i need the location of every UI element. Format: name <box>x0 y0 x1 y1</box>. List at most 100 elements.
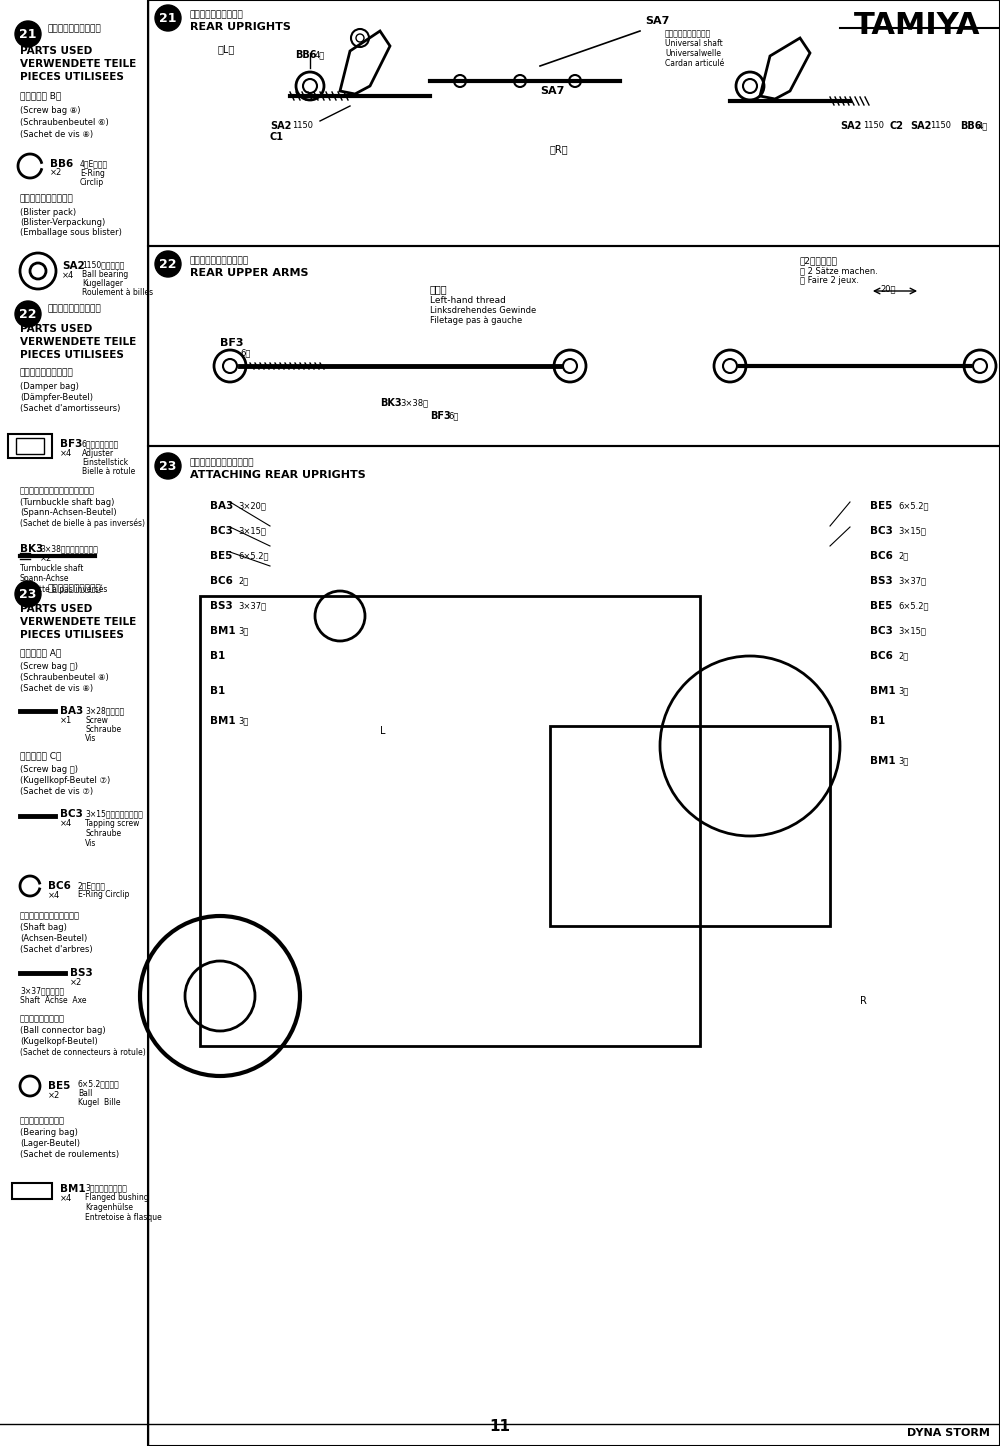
Text: (Kugelkopf-Beutel): (Kugelkopf-Beutel) <box>20 1037 98 1045</box>
Text: R: R <box>860 996 867 1006</box>
Text: (Emballage sous blister): (Emballage sous blister) <box>20 228 122 237</box>
Text: E-Ring Circlip: E-Ring Circlip <box>78 889 129 899</box>
Text: 3×15㎜: 3×15㎜ <box>898 626 926 635</box>
Text: (Turnbuckle shaft bag): (Turnbuckle shaft bag) <box>20 497 114 508</box>
Text: 21: 21 <box>159 12 177 25</box>
Text: Roulement à billes: Roulement à billes <box>82 288 153 296</box>
Text: PARTS USED
VERWENDETE TEILE
PIECES UTILISEES: PARTS USED VERWENDETE TEILE PIECES UTILI… <box>20 324 136 360</box>
Text: 2㎜: 2㎜ <box>238 576 248 586</box>
Text: Kugel  Bille: Kugel Bille <box>78 1098 120 1108</box>
Text: Entretoise à flasque: Entretoise à flasque <box>85 1213 162 1222</box>
Text: Circlip: Circlip <box>80 178 104 187</box>
Text: Left-hand thread: Left-hand thread <box>430 296 506 305</box>
Bar <box>148 445 1000 1446</box>
Text: Bielette à pas inversés: Bielette à pas inversés <box>20 584 107 593</box>
Text: BF3: BF3 <box>220 338 244 348</box>
Text: (Shaft bag): (Shaft bag) <box>20 923 67 933</box>
Text: 4㎜: 4㎜ <box>978 121 988 130</box>
Text: Cardan articulé: Cardan articulé <box>665 59 724 68</box>
Text: REAR UPPER ARMS: REAR UPPER ARMS <box>190 268 308 278</box>
Text: Screw: Screw <box>85 716 108 724</box>
Bar <box>16 438 44 454</box>
Text: ＊2個作ります: ＊2個作ります <box>800 256 838 265</box>
Text: (Sachet de vis ⑧): (Sachet de vis ⑧) <box>20 130 93 139</box>
Text: BC6: BC6 <box>870 651 893 661</box>
Text: ×4: ×4 <box>60 818 72 829</box>
Text: (Bearing bag): (Bearing bag) <box>20 1128 78 1137</box>
Text: BK3: BK3 <box>380 398 402 408</box>
Circle shape <box>15 581 41 607</box>
Text: (Sachet de connecteurs à rotule): (Sachet de connecteurs à rotule) <box>20 1048 146 1057</box>
Text: 逆ネジ: 逆ネジ <box>430 283 448 294</box>
Text: BB6: BB6 <box>50 159 73 169</box>
Text: Filetage pas à gauche: Filetage pas à gauche <box>430 317 522 325</box>
Text: 2㎜: 2㎜ <box>898 651 908 659</box>
Text: 2㎜: 2㎜ <box>898 551 908 560</box>
Text: BE5: BE5 <box>870 500 892 510</box>
Text: BC3: BC3 <box>60 808 83 818</box>
Text: (Sachet d'arbres): (Sachet d'arbres) <box>20 946 93 954</box>
Bar <box>8 434 52 458</box>
Text: 3×15㎜: 3×15㎜ <box>238 526 266 535</box>
Text: 1150: 1150 <box>292 121 313 130</box>
Text: 22: 22 <box>19 308 37 321</box>
Text: 3×37㎜: 3×37㎜ <box>238 602 266 610</box>
Bar <box>12 1183 52 1199</box>
Text: (Screw bag ⑧): (Screw bag ⑧) <box>20 106 80 116</box>
Text: TAMIYA: TAMIYA <box>854 12 980 40</box>
Text: L: L <box>380 726 386 736</box>
Text: BC6: BC6 <box>48 881 71 891</box>
Text: (Sachet d'amortisseurs): (Sachet d'amortisseurs) <box>20 403 120 414</box>
Text: BM1: BM1 <box>60 1184 86 1194</box>
Text: 3×38㎜: 3×38㎜ <box>400 398 428 406</box>
Text: 6㎜アジャスター: 6㎜アジャスター <box>82 440 119 448</box>
Text: E-Ring: E-Ring <box>80 169 105 178</box>
Text: ×2: ×2 <box>70 977 82 988</box>
Text: PARTS USED
VERWENDETE TEILE
PIECES UTILISEES: PARTS USED VERWENDETE TEILE PIECES UTILI… <box>20 604 136 641</box>
Text: BE5: BE5 <box>48 1082 70 1090</box>
Text: B1: B1 <box>210 651 225 661</box>
Circle shape <box>15 301 41 327</box>
Text: (Blister pack): (Blister pack) <box>20 208 76 217</box>
Text: Universal shaft: Universal shaft <box>665 39 723 48</box>
Text: (Dämpfer-Beutel): (Dämpfer-Beutel) <box>20 393 93 402</box>
Text: SA2: SA2 <box>270 121 291 132</box>
Text: BC3: BC3 <box>870 626 893 636</box>
Text: 3×28㎜丸ビス: 3×28㎜丸ビス <box>85 706 124 714</box>
Text: (Sachet de vis ⑦): (Sachet de vis ⑦) <box>20 787 93 795</box>
Text: 1150: 1150 <box>930 121 951 130</box>
Text: Bielle à rotule: Bielle à rotule <box>82 467 135 476</box>
Text: ×2: ×2 <box>40 554 52 562</box>
Text: (Sachet de vis ⑧): (Sachet de vis ⑧) <box>20 684 93 693</box>
Text: Turnbuckle shaft: Turnbuckle shaft <box>20 564 83 573</box>
Text: 「リヤドライブシャフト」: 「リヤドライブシャフト」 <box>190 458 254 467</box>
Text: B1: B1 <box>210 685 225 696</box>
Text: 3×37㎜: 3×37㎜ <box>898 576 926 586</box>
Text: 6×5.2㎜: 6×5.2㎜ <box>898 500 928 510</box>
Text: BA3: BA3 <box>210 500 233 510</box>
Text: BM1: BM1 <box>210 716 236 726</box>
Text: (Screw bag ⓐ): (Screw bag ⓐ) <box>20 662 78 671</box>
Text: BS3: BS3 <box>70 967 93 977</box>
Text: 4㎜: 4㎜ <box>315 51 325 59</box>
Text: BC6: BC6 <box>870 551 893 561</box>
Text: (Sachet de bielle à pas inversés): (Sachet de bielle à pas inversés) <box>20 518 145 528</box>
Text: (Kugellkopf-Beutel ⑦): (Kugellkopf-Beutel ⑦) <box>20 777 110 785</box>
Text: 3×15㎜: 3×15㎜ <box>898 526 926 535</box>
Text: （ターンバックルシャフト袋詰）: （ターンバックルシャフト袋詰） <box>20 486 95 495</box>
Text: 3×15㎜タッピングビス: 3×15㎜タッピングビス <box>85 808 143 818</box>
Text: BE5: BE5 <box>870 602 892 612</box>
Text: 2㎜Eリング: 2㎜Eリング <box>78 881 106 889</box>
Text: Adjuster: Adjuster <box>82 450 114 458</box>
Text: ×4: ×4 <box>60 450 72 458</box>
Text: （ピロボール袋詰）: （ピロボール袋詰） <box>20 1014 65 1022</box>
Text: 1150: 1150 <box>863 121 884 130</box>
Text: Schraube: Schraube <box>85 829 121 839</box>
Text: BM1: BM1 <box>870 756 896 766</box>
Text: (Schraubenbeutel ⑧): (Schraubenbeutel ⑧) <box>20 672 109 683</box>
Text: （ビス袋詰 B）: （ビス袋詰 B） <box>20 91 61 100</box>
Text: 6×5.2㎜: 6×5.2㎜ <box>238 551 268 560</box>
Text: PARTS USED
VERWENDETE TEILE
PIECES UTILISEES: PARTS USED VERWENDETE TEILE PIECES UTILI… <box>20 46 136 82</box>
Text: Einstellstick: Einstellstick <box>82 458 128 467</box>
Text: BS3: BS3 <box>210 602 233 612</box>
